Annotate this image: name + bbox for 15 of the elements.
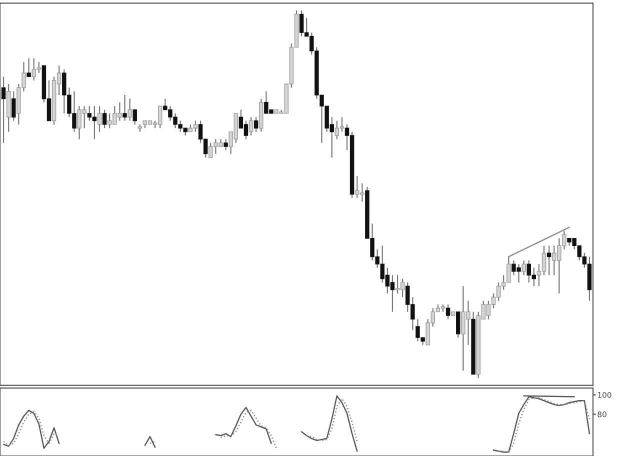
candlestick [248, 116, 254, 136]
candlestick [12, 90, 16, 122]
candlestick [97, 106, 102, 132]
candlestick [122, 94, 127, 122]
candlestick [522, 260, 526, 276]
candlestick [546, 245, 552, 276]
candlestick [128, 98, 132, 122]
candlestick [132, 109, 137, 125]
candlestick [102, 109, 107, 129]
candlestick [1, 76, 6, 144]
candlestick [446, 304, 450, 320]
candlestick [224, 138, 228, 151]
candlestick [254, 116, 258, 132]
candlestick [456, 311, 460, 338]
candlestick [26, 58, 31, 78]
